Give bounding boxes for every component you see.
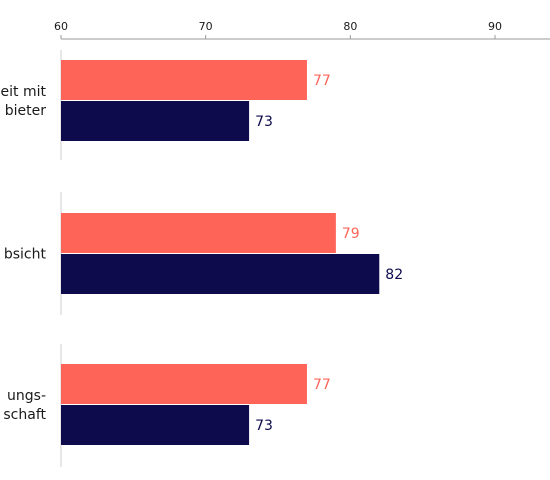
x-tick-label: 90 — [488, 20, 502, 33]
category-label: schaft — [3, 407, 46, 423]
value-label: 73 — [255, 418, 273, 434]
x-tick-label: 60 — [54, 20, 68, 33]
value-label: 79 — [342, 226, 360, 242]
category-label: eit mit — [1, 84, 47, 100]
category-label: bieter — [5, 103, 46, 119]
value-label: 82 — [385, 267, 403, 283]
value-label: 77 — [313, 73, 331, 89]
bar — [61, 101, 250, 141]
value-label: 73 — [255, 114, 273, 130]
value-label: 77 — [313, 377, 331, 393]
x-tick-label: 80 — [343, 20, 357, 33]
bar — [61, 60, 307, 100]
bar — [61, 254, 380, 294]
category-label: ungs- — [7, 388, 46, 404]
x-tick-label: 70 — [199, 20, 213, 33]
category-label: bsicht — [4, 247, 47, 263]
bar — [61, 364, 307, 404]
bar — [61, 213, 336, 253]
bar — [61, 405, 250, 445]
